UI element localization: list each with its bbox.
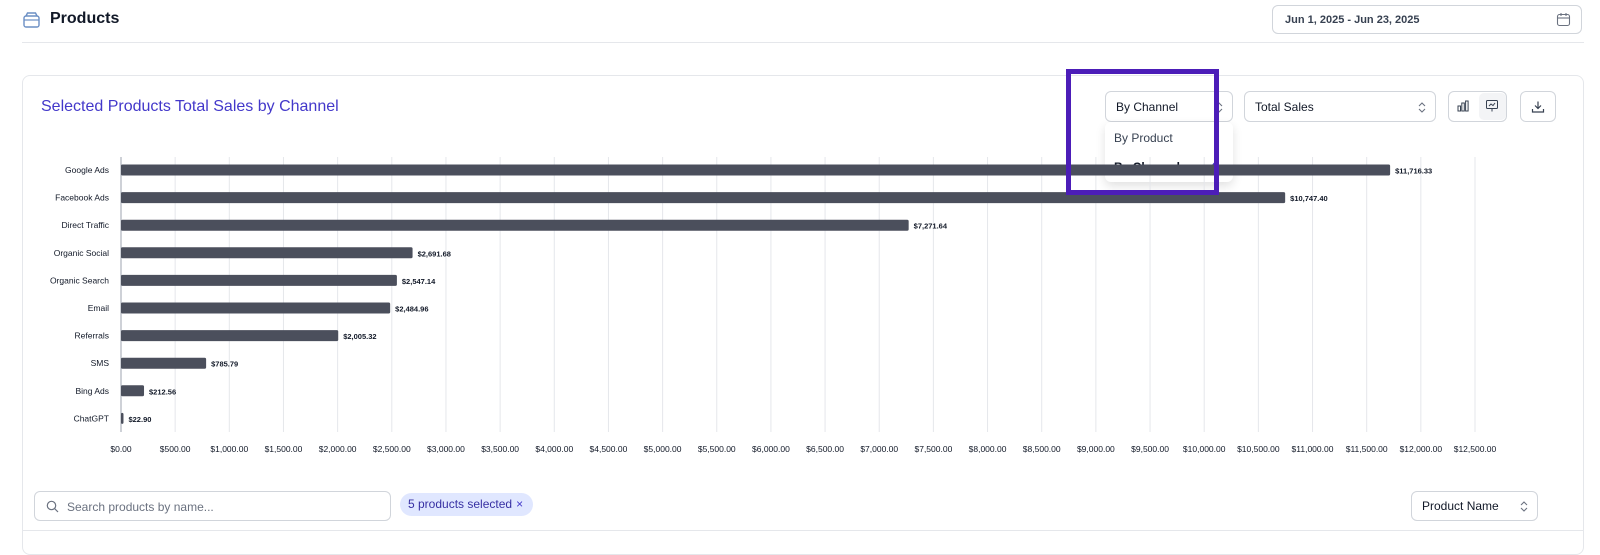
category-label: SMS — [91, 358, 110, 368]
bar[interactable] — [121, 385, 145, 397]
package-icon — [23, 12, 40, 28]
value-label: $785.79 — [211, 360, 238, 369]
x-tick-label: $7,500.00 — [914, 444, 952, 454]
category-label: Google Ads — [65, 165, 109, 175]
x-tick-label: $1,500.00 — [265, 444, 303, 454]
option-by-product[interactable]: By Product — [1114, 131, 1173, 145]
category-label: Referrals — [75, 331, 109, 341]
x-tick-label: $3,000.00 — [427, 444, 465, 454]
value-label: $212.56 — [149, 387, 176, 396]
table-top-divider — [22, 530, 1584, 531]
bar[interactable] — [121, 274, 397, 286]
x-tick-label: $4,000.00 — [535, 444, 573, 454]
value-label: $11,716.33 — [1395, 167, 1432, 176]
sort-by-select[interactable]: Product Name — [1411, 491, 1538, 521]
bar[interactable] — [121, 247, 413, 259]
value-label: $7,271.64 — [914, 222, 948, 231]
x-tick-label: $7,000.00 — [860, 444, 898, 454]
value-label: $10,747.40 — [1290, 194, 1328, 203]
chart-title: Selected Products Total Sales by Channel — [41, 98, 339, 115]
x-tick-label: $8,000.00 — [969, 444, 1007, 454]
x-tick-label: $2,500.00 — [373, 444, 411, 454]
x-tick-label: $3,500.00 — [481, 444, 519, 454]
bar-chart-icon — [1457, 100, 1469, 112]
group-by-select[interactable]: By Channel — [1105, 91, 1233, 122]
search-icon — [46, 500, 59, 513]
bar[interactable] — [121, 192, 1286, 204]
chart-view-toggle — [1448, 91, 1507, 122]
x-tick-label: $8,500.00 — [1023, 444, 1061, 454]
x-tick-label: $9,000.00 — [1077, 444, 1115, 454]
sales-by-channel-chart: $0.00 $500.00 $1,000.00 $1,500.00 $2,000.00 $… — [50, 157, 1497, 454]
page-title: Products — [50, 10, 120, 27]
x-tick-label: $10,500.00 — [1237, 444, 1280, 454]
bar[interactable] — [121, 357, 207, 369]
presentation-chart-icon — [1486, 100, 1498, 112]
calendar-icon — [1556, 13, 1571, 27]
x-tick-label: $1,000.00 — [210, 444, 248, 454]
presentation-chart-toggle[interactable] — [1479, 93, 1506, 120]
bar[interactable] — [121, 330, 339, 342]
value-label: $2,484.96 — [395, 305, 428, 314]
bar[interactable] — [121, 164, 1391, 176]
page-header: Products Jun 1, 2025 - Jun 23, 2025 — [22, 0, 1584, 43]
product-search-box — [34, 491, 391, 521]
chart-card: Selected Products Total Sales by Channel… — [22, 75, 1584, 555]
x-tick-label: $6,000.00 — [752, 444, 790, 454]
category-label: Email — [88, 303, 109, 313]
selected-products-label: 5 products selected — [408, 497, 513, 511]
category-label: Organic Social — [54, 248, 109, 258]
x-tick-label: $12,500.00 — [1454, 444, 1497, 454]
x-tick-label: $9,500.00 — [1131, 444, 1169, 454]
value-label: $2,547.14 — [402, 277, 436, 286]
chevron-up-down-icon — [1418, 102, 1426, 113]
download-icon — [1531, 101, 1545, 113]
value-label: $2,005.32 — [343, 332, 376, 341]
product-search-input[interactable] — [67, 498, 377, 515]
metric-value: Total Sales — [1255, 100, 1314, 114]
close-icon[interactable]: × — [516, 497, 524, 511]
x-tick-label: $11,500.00 — [1346, 444, 1388, 454]
date-range-text: Jun 1, 2025 - Jun 23, 2025 — [1285, 14, 1420, 26]
value-label: $2,691.68 — [418, 249, 451, 258]
bar[interactable] — [121, 412, 124, 424]
category-label: Organic Search — [50, 275, 109, 285]
chevron-up-down-icon — [1520, 501, 1528, 512]
group-by-value: By Channel — [1116, 100, 1179, 114]
category-label: Bing Ads — [75, 386, 109, 396]
x-tick-label: $12,000.00 — [1400, 444, 1443, 454]
category-label: ChatGPT — [74, 413, 109, 423]
x-tick-label: $0.00 — [110, 444, 132, 454]
category-label: Direct Traffic — [61, 220, 109, 230]
x-tick-label: $4,500.00 — [590, 444, 628, 454]
x-tick-label: $2,000.00 — [319, 444, 357, 454]
bar-chart-toggle[interactable] — [1450, 93, 1477, 120]
x-tick-label: $5,000.00 — [644, 444, 682, 454]
date-range-picker[interactable]: Jun 1, 2025 - Jun 23, 2025 — [1272, 5, 1582, 34]
sort-by-value: Product Name — [1422, 499, 1499, 513]
bar[interactable] — [121, 219, 909, 231]
x-tick-label: $11,000.00 — [1292, 444, 1334, 454]
selected-products-chip[interactable]: 5 products selected × — [400, 493, 534, 516]
bar[interactable] — [121, 302, 391, 314]
category-label: Facebook Ads — [55, 193, 109, 203]
x-tick-label: $500.00 — [160, 444, 191, 454]
download-button[interactable] — [1520, 91, 1556, 122]
x-tick-label: $10,000.00 — [1183, 444, 1226, 454]
x-tick-label: $6,500.00 — [806, 444, 844, 454]
metric-select[interactable]: Total Sales — [1244, 91, 1436, 122]
value-label: $22.90 — [128, 415, 151, 424]
x-tick-label: $5,500.00 — [698, 444, 736, 454]
